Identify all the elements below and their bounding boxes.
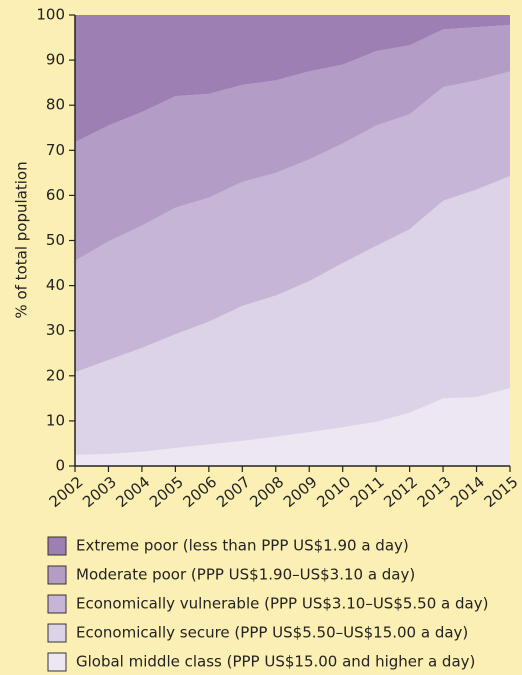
y-tick-label: 70 xyxy=(46,141,65,159)
area xyxy=(75,176,510,455)
y-tick-label: 90 xyxy=(46,51,65,69)
area xyxy=(75,71,510,373)
legend-label: Global middle class (PPP US$15.00 and hi… xyxy=(76,653,475,671)
legend-label: Economically vulnerable (PPP US$3.10–US$… xyxy=(76,595,488,613)
legend-label: Moderate poor (PPP US$1.90–US$3.10 a day… xyxy=(76,566,415,584)
area xyxy=(75,24,510,261)
legend-label: Economically secure (PPP US$5.50–US$15.0… xyxy=(76,624,468,642)
y-axis-label: % of total population xyxy=(13,161,31,318)
legend-swatch xyxy=(47,623,67,643)
legend-swatch xyxy=(47,652,67,672)
legend-label: Extreme poor (less than PPP US$1.90 a da… xyxy=(76,537,409,555)
y-tick-label: 60 xyxy=(46,186,65,204)
y-tick-label: 50 xyxy=(46,231,65,249)
legend-swatch xyxy=(47,536,67,556)
y-tick-label: 100 xyxy=(36,6,65,24)
y-tick-label: 80 xyxy=(46,96,65,114)
y-tick-label: 30 xyxy=(46,321,65,339)
y-tick-label: 20 xyxy=(46,366,65,384)
y-tick-label: 0 xyxy=(55,457,65,475)
legend-swatch xyxy=(47,565,67,585)
legend-swatch xyxy=(47,594,67,614)
y-tick-label: 10 xyxy=(46,411,65,429)
area xyxy=(75,15,510,143)
y-tick-label: 40 xyxy=(46,276,65,294)
area xyxy=(75,387,510,466)
